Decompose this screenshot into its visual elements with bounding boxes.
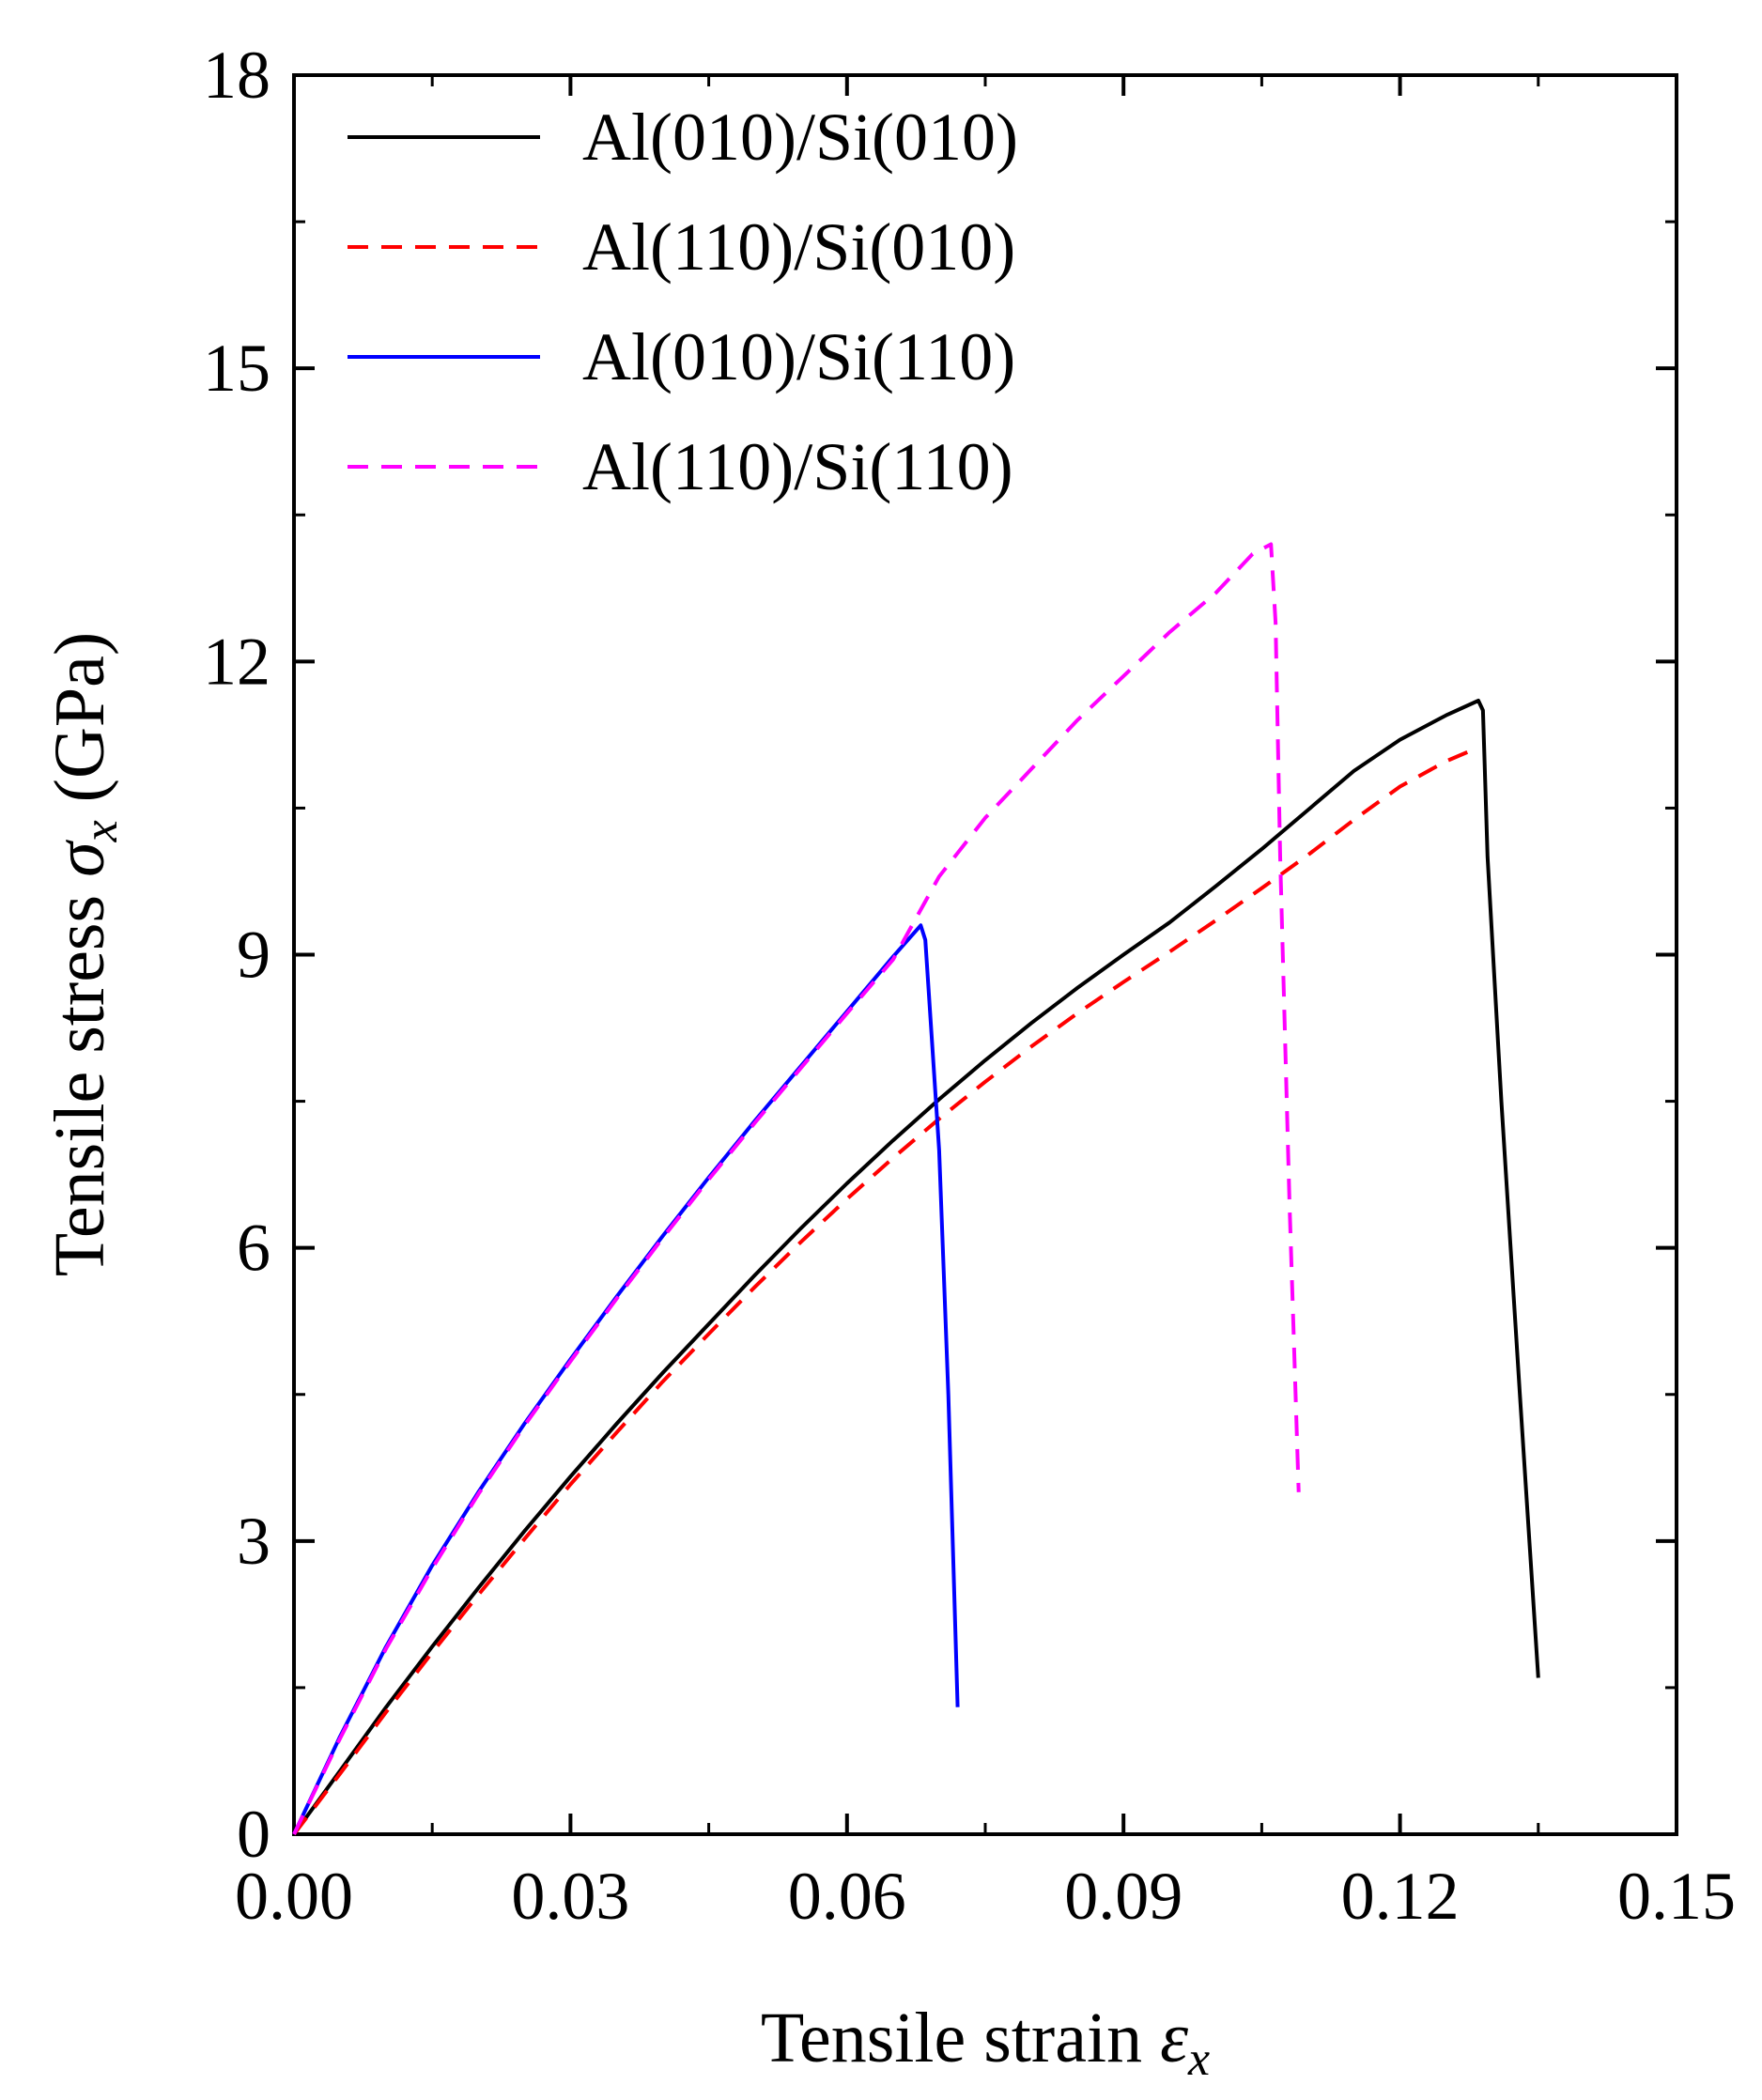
- x-tick-label: 0.03: [511, 1859, 629, 1934]
- legend-label: Al(010)/Si(010): [582, 100, 1018, 175]
- y-ticks: 0 3 6 9 12 15 18: [203, 38, 1677, 1872]
- series-layer: [292, 542, 1540, 1836]
- x-tick-label: 0.12: [1341, 1859, 1460, 1934]
- x-tick-label: 0.09: [1064, 1859, 1182, 1934]
- y-tick-label: 12: [203, 624, 270, 699]
- x-tick-label: 0.00: [235, 1859, 353, 1934]
- legend-label: Al(110)/Si(110): [582, 429, 1013, 504]
- x-ticks: 0.00 0.03 0.06 0.09 0.12 0.15: [235, 75, 1736, 1934]
- legend-label: Al(010)/Si(110): [582, 319, 1015, 394]
- series-line-4: [292, 542, 1301, 1835]
- y-tick-label: 18: [203, 38, 270, 113]
- x-tick-label: 0.15: [1617, 1859, 1736, 1934]
- legend-label: Al(110)/Si(010): [582, 209, 1015, 285]
- legend: Al(010)/Si(010) Al(110)/Si(010) Al(010)/Si…: [348, 100, 1018, 504]
- y-tick-label: 0: [237, 1797, 270, 1872]
- y-tick-label: 6: [237, 1211, 270, 1286]
- x-tick-label: 0.06: [788, 1859, 906, 1934]
- x-axis-title: Tensile strain εx: [761, 1999, 1210, 2086]
- minor-ticks: [294, 75, 1677, 1834]
- y-axis-title: Tensile stress σx (GPa): [40, 632, 128, 1276]
- y-tick-label: 3: [237, 1504, 270, 1579]
- y-tick-label: 15: [203, 331, 270, 406]
- series-line-2: [292, 746, 1479, 1836]
- y-tick-label: 9: [237, 918, 270, 993]
- series-line-1: [292, 699, 1540, 1836]
